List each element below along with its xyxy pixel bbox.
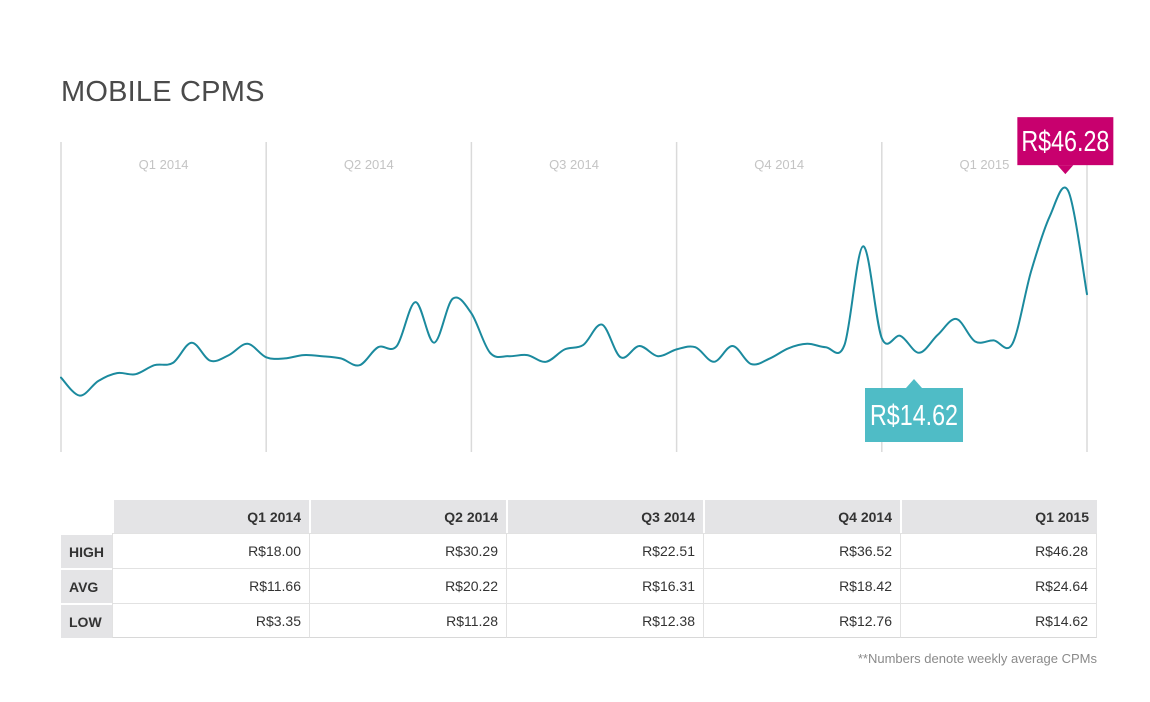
table-cell: R$11.28 bbox=[309, 603, 506, 638]
table-cell: R$46.28 bbox=[900, 533, 1097, 568]
row-label: LOW bbox=[61, 603, 112, 638]
table-cell: R$12.38 bbox=[506, 603, 703, 638]
column-header: Q4 2014 bbox=[703, 500, 900, 533]
cpm-line-chart: Q1 2014 Q2 2014 Q3 2014 Q4 2014 Q1 2015 R$46… bbox=[60, 117, 1114, 452]
quarter-label-2: Q2 2014 bbox=[344, 157, 394, 172]
high-callout-pointer bbox=[1057, 165, 1074, 175]
callouts: R$46.28 R$14.62 bbox=[865, 117, 1114, 442]
footnote: **Numbers denote weekly average CPMs bbox=[857, 651, 1097, 666]
low-callout-label: R$14.62 bbox=[870, 400, 958, 432]
column-header: Q2 2014 bbox=[309, 500, 506, 533]
table-cell: R$18.00 bbox=[112, 533, 309, 568]
table-row: LOW R$3.35 R$11.28 R$12.38 R$12.76 R$14.62 bbox=[61, 603, 1097, 638]
table-corner bbox=[61, 500, 112, 533]
quarter-gridlines bbox=[60, 142, 1088, 452]
quarter-label-3: Q3 2014 bbox=[549, 157, 599, 172]
table-cell: R$36.52 bbox=[703, 533, 900, 568]
quarter-label-4: Q4 2014 bbox=[754, 157, 804, 172]
table-cell: R$24.64 bbox=[900, 568, 1097, 603]
quarter-labels: Q1 2014 Q2 2014 Q3 2014 Q4 2014 Q1 2015 bbox=[139, 157, 1010, 172]
low-callout-box bbox=[865, 388, 963, 442]
table-cell: R$30.29 bbox=[309, 533, 506, 568]
column-header: Q1 2014 bbox=[112, 500, 309, 533]
table-cell: R$3.35 bbox=[112, 603, 309, 638]
high-callout-box bbox=[1017, 117, 1114, 166]
table-cell: R$16.31 bbox=[506, 568, 703, 603]
table-cell: R$14.62 bbox=[900, 603, 1097, 638]
table-row: AVG R$11.66 R$20.22 R$16.31 R$18.42 R$24.64 bbox=[61, 568, 1097, 603]
table-row: HIGH R$18.00 R$30.29 R$22.51 R$36.52 R$46.28 bbox=[61, 533, 1097, 568]
series-line bbox=[60, 186, 1088, 397]
quarter-label-5: Q1 2015 bbox=[959, 157, 1009, 172]
table-cell: R$11.66 bbox=[112, 568, 309, 603]
table-cell: R$20.22 bbox=[309, 568, 506, 603]
high-callout-label: R$46.28 bbox=[1021, 126, 1109, 158]
low-callout-pointer bbox=[906, 379, 922, 388]
page-title: MOBILE CPMS bbox=[61, 76, 265, 108]
table-cell: R$12.76 bbox=[703, 603, 900, 638]
column-header: Q3 2014 bbox=[506, 500, 703, 533]
table-cell: R$18.42 bbox=[703, 568, 900, 603]
quarter-label-1: Q1 2014 bbox=[139, 157, 189, 172]
table-cell: R$22.51 bbox=[506, 533, 703, 568]
cpm-table: Q1 2014 Q2 2014 Q3 2014 Q4 2014 Q1 2015 HIGH… bbox=[61, 500, 1097, 638]
column-header: Q1 2015 bbox=[900, 500, 1097, 533]
row-label: HIGH bbox=[61, 533, 112, 568]
row-label: AVG bbox=[61, 568, 112, 603]
